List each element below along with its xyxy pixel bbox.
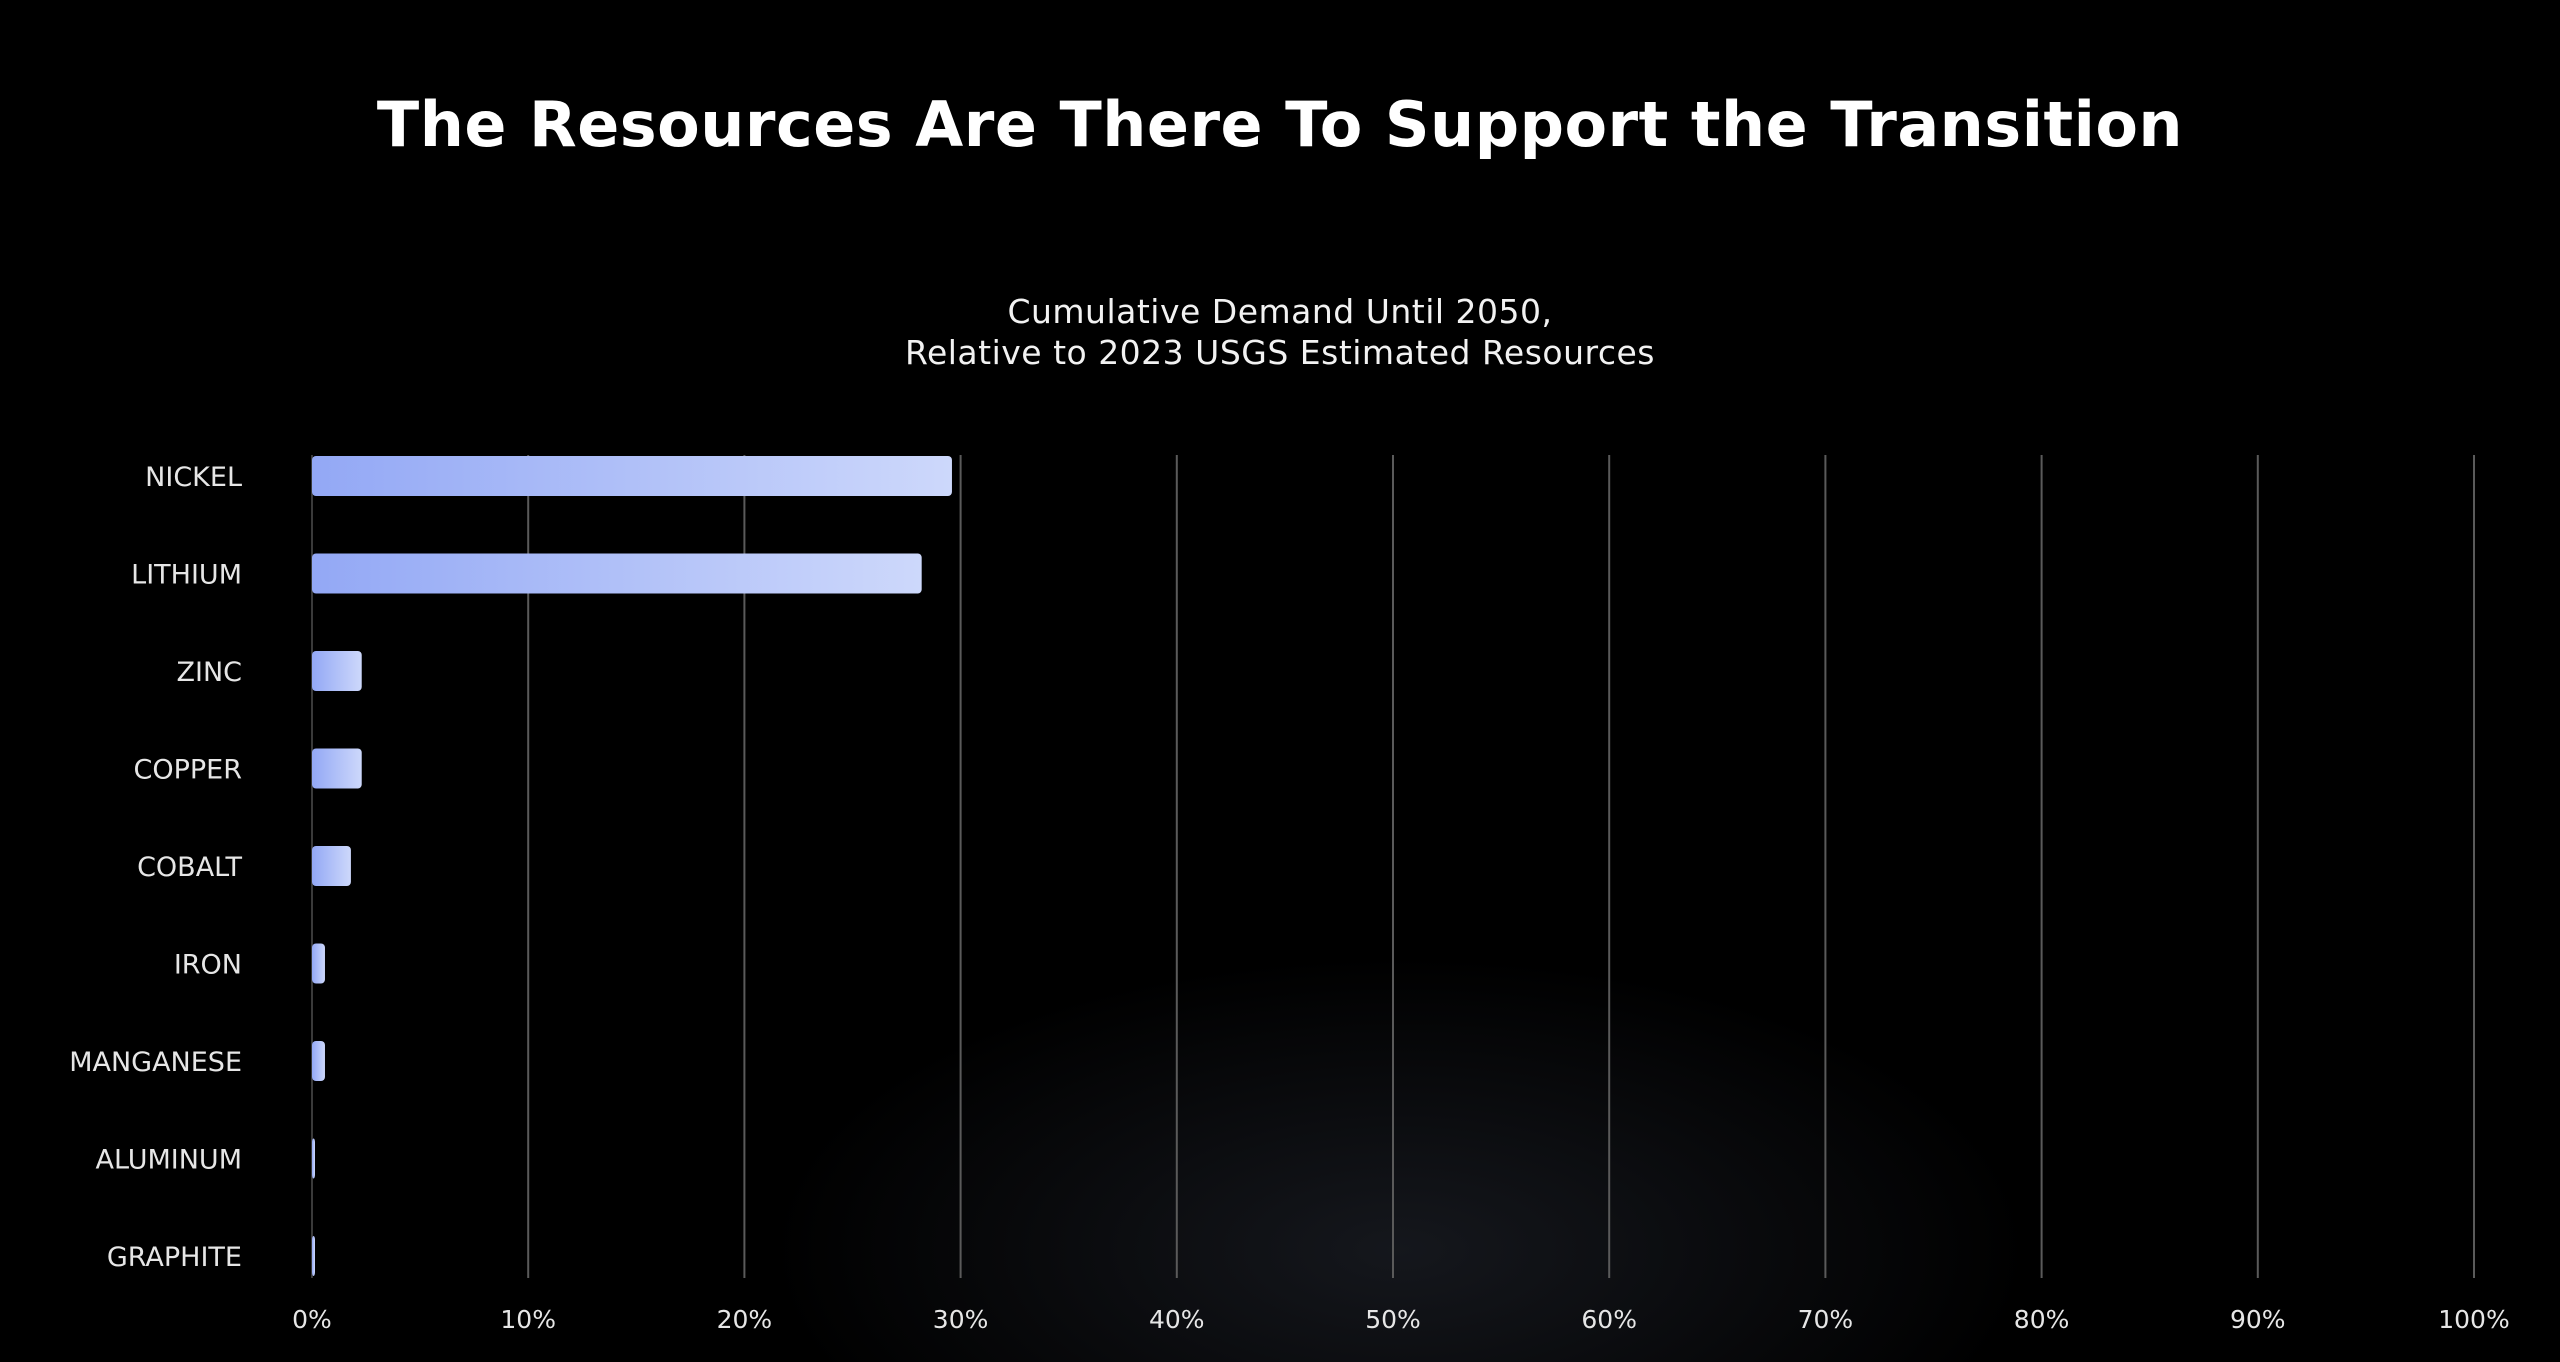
x-tick-label: 50% [1365,1305,1421,1334]
category-label-copper: COPPER [134,755,243,786]
bars [312,456,952,1276]
x-axis-tick-labels: 0% 10% 20% 30% 40% 50% 60% 70% 80% 90% 100% [292,1305,2510,1334]
x-tick-label: 20% [717,1305,773,1334]
bar-copper [312,748,362,789]
category-label-iron: IRON [174,950,242,981]
category-label-cobalt: COBALT [137,852,242,883]
category-label-nickel: NICKEL [145,462,242,493]
x-tick-label: 30% [933,1305,989,1334]
bar-graphite [312,1236,315,1276]
x-tick-label: 90% [2230,1305,2286,1334]
bar-manganese [312,1041,325,1081]
bar-aluminum [312,1138,315,1179]
chart-subtitle: Relative to 2023 USGS Estimated Resource… [905,333,1655,372]
bar-lithium [312,553,922,594]
bar-nickel [312,456,952,496]
category-label-zinc: ZINC [176,657,242,688]
x-tick-label: 80% [2014,1305,2070,1334]
chart-title: Cumulative Demand Until 2050, [1007,292,1553,331]
x-tick-label: 70% [1798,1305,1854,1334]
slide-title: The Resources Are There To Support the T… [376,88,2184,161]
category-label-lithium: LITHIUM [131,560,242,591]
category-label-graphite: GRAPHITE [107,1242,242,1273]
x-tick-label: 10% [500,1305,556,1334]
x-tick-label: 60% [1581,1305,1637,1334]
x-tick-label: 40% [1149,1305,1205,1334]
category-label-aluminum: ALUMINUM [96,1145,242,1176]
x-tick-label: 100% [2438,1305,2509,1334]
x-tick-label: 0% [292,1305,332,1334]
bar-zinc [312,651,362,691]
bar-cobalt [312,846,351,886]
category-labels: NICKEL LITHIUM ZINC COPPER COBALT IRON MANGANE… [69,462,242,1273]
bar-iron [312,943,325,984]
category-label-manganese: MANGANESE [69,1047,242,1078]
